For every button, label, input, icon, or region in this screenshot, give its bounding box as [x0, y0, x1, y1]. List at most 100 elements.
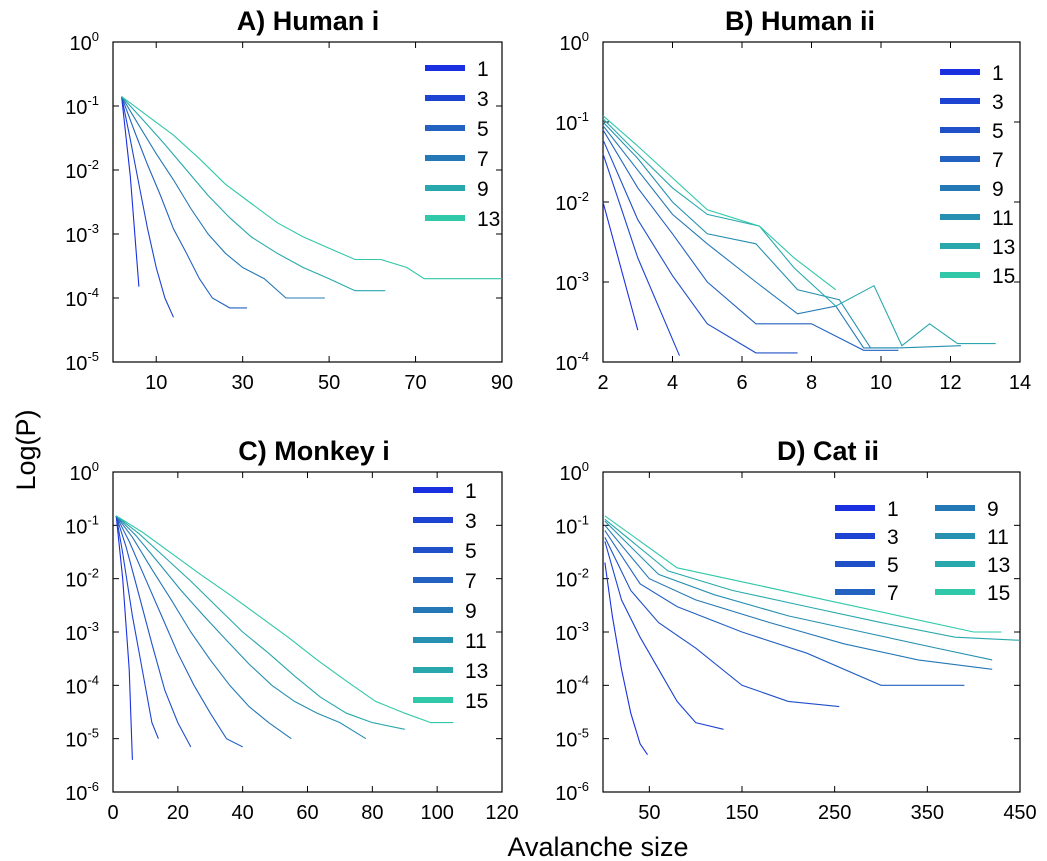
y-tick-label: 10-5	[65, 726, 99, 752]
series-line-13	[115, 515, 405, 730]
panels: A) Human i10 30 50 70 9010010-110-210-310-41…	[65, 6, 1037, 824]
x-tick-label: 120	[485, 802, 518, 824]
y-tick-label: 100	[560, 29, 589, 55]
series-line-1	[602, 201, 639, 331]
legend-label-15: 15	[987, 582, 1010, 605]
y-tick-label: 10-3	[555, 269, 589, 295]
panel-title: B) Human ii	[725, 6, 875, 36]
legend-label-7: 7	[887, 582, 899, 605]
axes-frame	[602, 41, 1021, 363]
y-tick-label: 10-5	[65, 349, 99, 375]
y-tick-label: 10-3	[65, 619, 99, 645]
y-tick-label: 10-6	[65, 779, 99, 805]
y-tick-label: 10-2	[555, 189, 589, 215]
y-tick-label: 10-1	[555, 109, 589, 135]
x-tick-label: 60	[296, 802, 318, 824]
legend-label-3: 3	[477, 88, 489, 111]
panel-1: A) Human i 10 30 50 70 90 100 10-1 10-2 10-3 10-4 1…	[65, 6, 513, 394]
y-tick-label: 10-2	[65, 157, 99, 183]
series-line-7	[602, 129, 899, 351]
series-line-7	[604, 530, 965, 686]
series-line-11	[115, 515, 367, 740]
legend-label-9: 9	[465, 600, 477, 623]
x-tick-label: 70	[404, 372, 426, 394]
legend-label-1: 1	[992, 62, 1004, 85]
figure-xlabel: Avalanche size	[507, 832, 688, 861]
series-line-9	[604, 524, 993, 670]
legend-label-11: 11	[987, 526, 1009, 549]
legend-label-9: 9	[992, 178, 1004, 201]
x-tick-label: 14	[1009, 372, 1031, 394]
x-tick-label: 350	[911, 802, 944, 824]
legend-label-1: 1	[465, 480, 477, 503]
series-line-1	[121, 96, 140, 287]
x-tick-label: 90	[491, 372, 513, 394]
series-line-1	[115, 515, 133, 760]
legend-label-1: 1	[477, 58, 489, 81]
series-line-9	[602, 125, 899, 349]
y-tick-label: 10-5	[555, 726, 589, 752]
legend-label-15: 15	[992, 265, 1015, 288]
legend-label-5: 5	[887, 554, 899, 577]
x-tick-label: 10	[870, 372, 892, 394]
panel-3: C) Monkey i 0 20 40 60 80 100 120 100 10-1 10-2 10-…	[65, 436, 519, 824]
x-tick-label: 40	[232, 802, 254, 824]
x-tick-label: 8	[806, 372, 817, 394]
x-tick-label: 10	[145, 372, 167, 394]
series-line-9	[121, 96, 386, 292]
y-tick-label: 100	[560, 459, 589, 485]
panel-2: B) Human ii 2 4 6 8 10 12 14 100 10-1 10-2 10-3 10-4…	[555, 6, 1031, 394]
legend-label-3: 3	[887, 526, 899, 549]
series-line-5	[115, 515, 192, 748]
x-tick-label: 20	[167, 802, 189, 824]
series-line-3	[604, 541, 724, 730]
series-line-5	[602, 139, 798, 354]
x-tick-label: 150	[725, 802, 758, 824]
x-tick-label: 50	[638, 802, 660, 824]
legend-label-13: 13	[987, 554, 1010, 577]
y-tick-label: 10-6	[555, 779, 589, 805]
legend-label-11: 11	[465, 630, 487, 653]
y-tick-label: 10-1	[555, 512, 589, 538]
x-tick-label: 100	[420, 802, 453, 824]
x-tick-label: 2	[597, 372, 608, 394]
series-line-13	[604, 518, 1021, 641]
series-line-11	[602, 121, 961, 349]
series-line-13	[602, 118, 996, 347]
legend-label-15: 15	[465, 690, 488, 713]
series-line-3	[602, 153, 681, 356]
y-tick-label: 10-2	[65, 566, 99, 592]
panel-4: D) Cat ii 50 150 250 350 450 100 10-1 10-2 10-3 10…	[555, 436, 1037, 824]
legend-label-13: 13	[477, 208, 500, 231]
panel-title: A) Human i	[237, 6, 380, 36]
legend-label-3: 3	[992, 91, 1004, 114]
x-tick-label: 250	[818, 802, 851, 824]
y-tick-label: 10-4	[555, 349, 589, 375]
series-line-15	[115, 515, 454, 724]
y-tick-label: 100	[70, 29, 99, 55]
y-tick-label: 100	[70, 459, 99, 485]
legend-label-11: 11	[992, 207, 1014, 230]
y-tick-label: 10-4	[65, 672, 99, 698]
panel-title: D) Cat ii	[777, 436, 879, 466]
x-tick-label: 0	[107, 802, 118, 824]
legend-label-9: 9	[477, 178, 489, 201]
series-line-7	[115, 515, 243, 748]
legend-label-13: 13	[465, 660, 488, 683]
legend-label-5: 5	[477, 118, 489, 141]
legend-label-9: 9	[987, 498, 999, 521]
y-tick-label: 10-3	[65, 221, 99, 247]
series-line-11	[604, 520, 993, 661]
y-tick-label: 10-2	[555, 566, 589, 592]
axes-frame	[602, 471, 1021, 793]
axes-frame	[112, 41, 503, 363]
y-tick-label: 10-1	[65, 512, 99, 538]
series-line-7	[121, 96, 325, 299]
legend-label-5: 5	[465, 540, 477, 563]
legend-label-7: 7	[992, 149, 1004, 172]
series-line-1	[604, 562, 648, 756]
legend-label-1: 1	[887, 498, 899, 521]
x-tick-label: 50	[318, 372, 340, 394]
series-line-3	[121, 96, 175, 318]
